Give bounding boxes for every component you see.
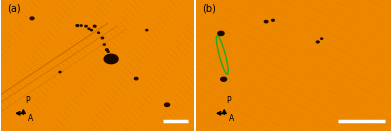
Circle shape [264,20,268,23]
Circle shape [85,25,87,27]
Circle shape [218,31,224,36]
Text: P: P [25,96,30,105]
Circle shape [316,41,319,43]
Text: (b): (b) [202,4,216,14]
Text: A: A [229,114,234,123]
Circle shape [321,38,323,39]
Circle shape [80,25,82,26]
Circle shape [165,103,170,107]
Circle shape [105,49,108,51]
Circle shape [272,19,274,21]
Circle shape [134,77,138,80]
Circle shape [93,25,96,27]
Circle shape [101,37,103,39]
Circle shape [146,29,148,31]
Text: A: A [28,114,33,123]
Circle shape [104,54,118,64]
Circle shape [76,25,79,26]
Text: (a): (a) [7,4,21,14]
Circle shape [107,51,109,52]
Circle shape [88,28,90,29]
Circle shape [221,77,227,81]
Circle shape [103,44,105,45]
Circle shape [30,17,34,20]
Text: P: P [227,96,231,105]
Circle shape [59,71,61,73]
Circle shape [98,32,100,33]
Circle shape [91,29,93,31]
